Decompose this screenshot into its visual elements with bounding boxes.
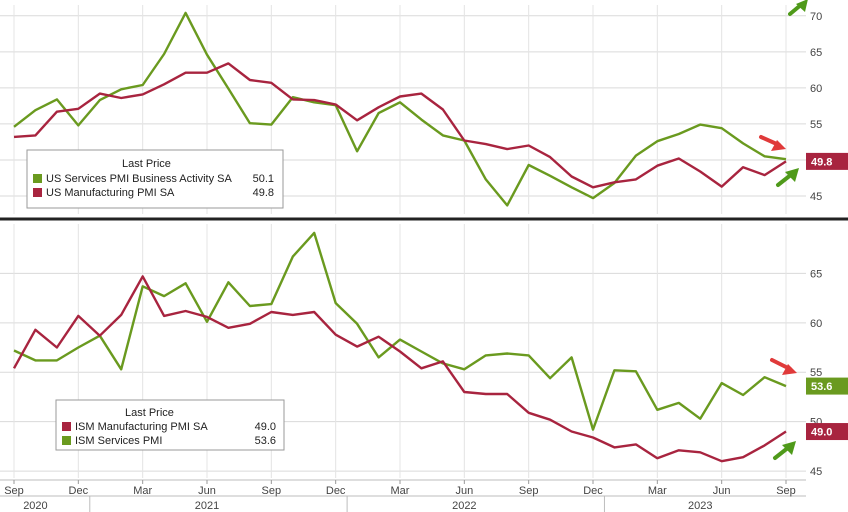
top-series-line-us-services-pmi-business-activity-sa [13,11,787,207]
bottom-y-tick-label: 60 [810,318,822,330]
bottom-legend-swatch-services [62,436,71,445]
bottom-legend: Last Price ISM Manufacturing PMI SA 49.0… [55,399,285,451]
top-legend-swatch-manufacturing [33,188,42,197]
x-year-label: 2023 [688,500,712,512]
top-badges: 49.8 [806,152,848,170]
top-y-tick-label: 65 [810,47,822,59]
bottom-up-arrow-icon [773,441,796,460]
x-month-label: Dec [326,485,346,497]
bottom-badges: 53.6 49.0 [806,377,848,441]
top-series [13,11,787,207]
bottom-arrows [770,358,797,460]
top-legend-label-manufacturing: US Manufacturing PMI SA [46,187,175,199]
bottom-legend-title: Last Price [125,407,174,419]
bottom-legend-label-manufacturing: ISM Manufacturing PMI SA [75,421,208,433]
bottom-y-tick-label: 45 [810,466,822,478]
top-legend-value-manufacturing: 49.8 [253,187,274,199]
top-up-arrow-icon [776,168,799,187]
bottom-legend-box [55,399,285,451]
top-legend-box [26,149,284,209]
top-y-tick-label: 45 [810,191,822,203]
top-arrows [759,0,808,187]
x-year-labels: 2020 2021 2022 2023 [23,496,712,512]
top-y-tick-label: 60 [810,83,822,95]
top-value-badge [806,152,848,170]
x-month-label: Dec [69,485,89,497]
x-month-label: Sep [776,485,796,497]
bottom-legend-swatch-manufacturing [62,422,71,431]
x-month-label: Mar [391,485,410,497]
x-axis: Sep Dec Mar Jun Sep Dec Mar Jun Sep Dec Mar Jun Sep … [0,479,806,512]
top-legend-label-services: US Services PMI Business Activity SA [46,173,232,185]
x-month-label: Sep [262,485,282,497]
bottom-series [12,231,787,463]
x-month-label: Sep [519,485,539,497]
bottom-legend-label-services: ISM Services PMI [75,435,162,447]
top-panel: 455055606570 49.8 Last Price US Services… [0,0,848,214]
x-month-label: Jun [713,485,731,497]
x-month-label: Mar [648,485,667,497]
top-series-line-us-manufacturing-pmi-sa [13,62,787,189]
bottom-y-tick-label: 65 [810,268,822,280]
bottom-value-badge-text: 53.6 [811,381,832,393]
x-year-label: 2021 [195,500,219,512]
bottom-down-arrow-icon [770,358,797,375]
bottom-legend-value-manufacturing: 49.0 [255,421,276,433]
top-corner-up-arrow-icon [788,0,808,16]
top-value-badge-text: 49.8 [811,156,832,168]
bottom-series-line-ism-services-pmi [13,231,787,431]
x-month-label: Mar [133,485,152,497]
x-year-label: 2020 [23,500,47,512]
x-month-label: Jun [455,485,473,497]
x-year-label: 2022 [452,500,476,512]
top-y-tick-label: 70 [810,11,822,23]
top-down-arrow-icon [759,135,786,151]
top-legend-title: Last Price [122,158,171,170]
bottom-legend-value-services: 53.6 [255,435,276,447]
bottom-series-line-ism-manufacturing-pmi-sa [12,275,787,463]
bottom-y-tick-label: 55 [810,367,822,379]
top-legend: Last Price US Services PMI Business Acti… [26,149,284,209]
x-month-labels: Sep Dec Mar Jun Sep Dec Mar Jun Sep Dec Mar Jun Sep [4,480,796,497]
top-legend-swatch-services [33,174,42,183]
x-month-label: Sep [4,485,24,497]
top-y-tick-label: 55 [810,119,822,131]
x-month-label: Jun [198,485,216,497]
x-month-label: Dec [583,485,603,497]
top-legend-value-services: 50.1 [253,173,274,185]
bottom-value-badge-text: 49.0 [811,427,832,439]
bottom-value-badge [806,377,848,395]
bottom-value-badge [806,423,848,441]
